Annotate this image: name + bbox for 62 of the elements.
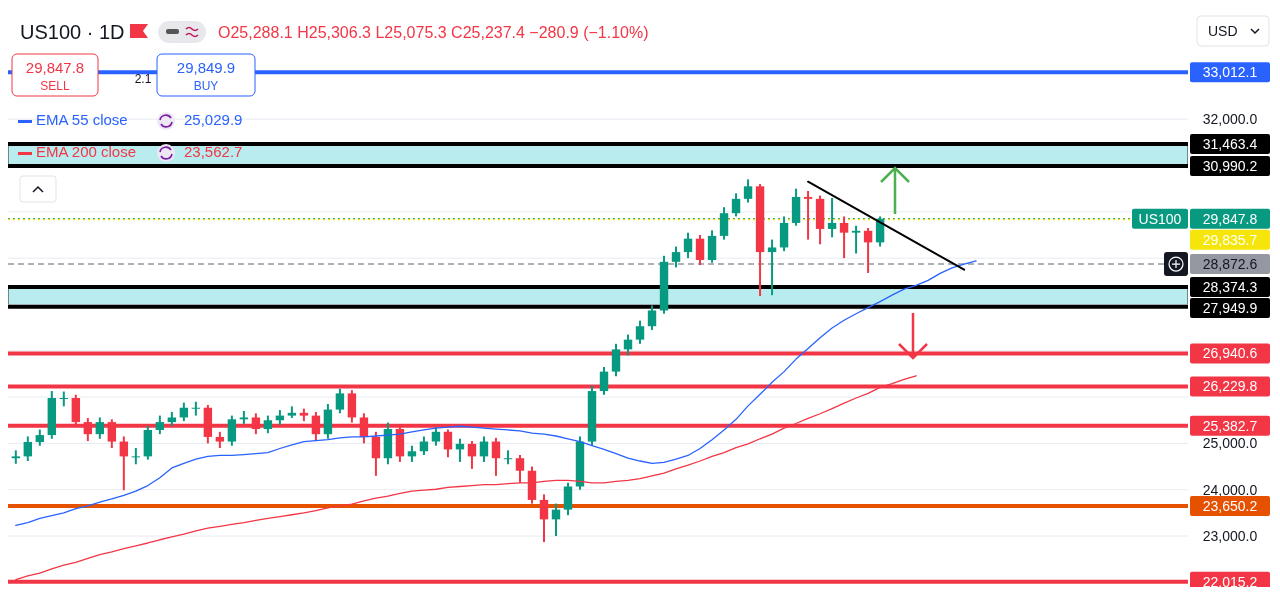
text: US100 · 1D xyxy=(20,21,125,43)
annotation: SELL xyxy=(40,79,70,93)
candlestick xyxy=(191,400,201,417)
legend-label: EMA 200 close xyxy=(36,143,137,160)
text: USD xyxy=(1208,23,1238,39)
candlestick xyxy=(611,342,621,378)
ref-line-label: 29,835.7 xyxy=(1202,231,1258,248)
text: O25,288.1 H25,306.3 L25,075.3 C25,237.4 −280.9 (−1.10%) xyxy=(218,24,649,41)
ref-line-label: 26,940.6 xyxy=(1202,345,1258,362)
y-tick-label: 32,000.0 xyxy=(1202,111,1258,128)
annotation: BUY xyxy=(193,79,219,93)
annotation: 2.1 xyxy=(134,72,152,86)
ref-line-label: 29,847.8 xyxy=(1202,210,1258,227)
annotation: 25,029.9 xyxy=(184,111,243,128)
annotation: 29,847.8 xyxy=(25,59,85,76)
line-series xyxy=(15,260,977,527)
candlestick xyxy=(731,192,741,218)
candlestick xyxy=(563,481,573,517)
candlestick xyxy=(491,436,501,477)
candlestick xyxy=(95,416,105,440)
ref-line-label: 33,012.1 xyxy=(1202,64,1258,81)
candlestick xyxy=(851,224,861,255)
candlestick xyxy=(635,319,645,345)
annotation: 23,562.7 xyxy=(184,143,243,160)
ref-line-label: 27,949.9 xyxy=(1202,300,1258,317)
candlestick xyxy=(671,245,681,269)
y-tick-label: 25,000.0 xyxy=(1202,435,1258,452)
candlestick xyxy=(767,238,777,297)
annotation: 29,849.9 xyxy=(176,59,236,76)
candlestick xyxy=(647,304,657,331)
ref-line-label: 26,229.8 xyxy=(1202,378,1258,395)
ref-line-label: 28,374.3 xyxy=(1202,279,1258,296)
candlestick xyxy=(119,435,129,492)
ref-line-label: 31,463.4 xyxy=(1202,135,1258,152)
candlestick xyxy=(743,178,753,204)
candlestick xyxy=(335,387,345,415)
candlestick xyxy=(515,453,525,484)
candlestick xyxy=(839,215,849,260)
candlestick xyxy=(683,231,693,260)
candlestick xyxy=(431,426,441,447)
y-tick-label: 24,000.0 xyxy=(1202,481,1258,498)
legend-label: EMA 55 close xyxy=(36,111,128,128)
candlestick xyxy=(599,365,609,396)
candlestick xyxy=(503,449,513,466)
candlestick xyxy=(803,189,813,241)
y-tick-label: 23,000.0 xyxy=(1202,527,1258,544)
candlestick xyxy=(695,233,705,267)
candlestick xyxy=(443,428,453,459)
candlestick xyxy=(155,414,165,436)
candlestick xyxy=(539,493,549,544)
candlestick xyxy=(227,414,237,447)
candlestick xyxy=(23,435,33,463)
candlestick xyxy=(467,440,477,470)
candlestick xyxy=(479,435,489,463)
annotation: US100 xyxy=(1138,210,1182,227)
candlestick xyxy=(863,227,873,274)
ref-line-label: 23,650.2 xyxy=(1202,497,1258,514)
candlestick xyxy=(371,430,381,477)
ref-line-label: 28,872.6 xyxy=(1202,255,1258,272)
ref-line-label: 30,990.2 xyxy=(1202,157,1258,174)
candlestick xyxy=(131,447,141,466)
ref-line-label: 25,382.7 xyxy=(1202,417,1258,434)
